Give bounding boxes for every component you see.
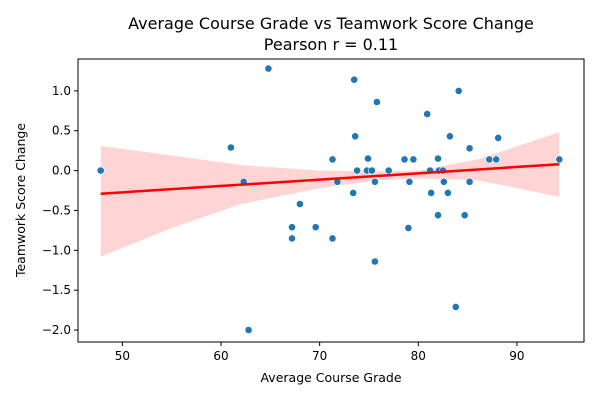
data-point [434,154,442,163]
x-tick-label: 80 [411,349,426,363]
data-point [465,177,474,186]
plot-area [96,64,564,334]
data-point [439,177,448,186]
data-point [404,224,413,232]
data-point [370,257,379,266]
chart-subtitle: Pearson r = 0.11 [264,35,398,54]
data-point [427,188,435,197]
data-point [423,110,432,118]
data-point [364,154,372,163]
data-point [454,87,463,95]
data-point [288,223,296,232]
data-point [445,132,454,141]
data-point [328,234,337,243]
data-point [350,75,359,84]
y-axis-label: Teamwork Score Change [13,123,28,278]
data-point [295,200,304,208]
data-point [349,188,358,197]
confidence-band [100,132,560,257]
data-point [492,155,501,164]
chart-title: Average Course Grade vs Teamwork Score C… [128,14,534,33]
data-point [372,98,381,106]
x-tick-label: 60 [213,349,228,363]
data-point [370,177,379,186]
axes: 50 60 70 80 90 −2.0 −1.5 −1.0 −0.5 0.0 0.5 1.0 [42,84,525,363]
data-point [244,326,253,334]
data-point [367,166,376,175]
x-tick-label: 90 [509,349,524,363]
data-point [434,211,442,220]
data-point [226,143,235,152]
data-point [460,211,469,220]
x-axis-label: Average Course Grade [260,370,401,385]
data-point [288,234,296,243]
data-point [405,177,414,186]
y-tick-label: −0.5 [42,203,71,217]
y-tick-label: −1.0 [42,243,71,257]
data-point [351,132,360,141]
data-point [451,302,460,311]
data-point [485,155,494,164]
x-tick-label: 70 [312,349,327,363]
y-tick-label: 0.5 [52,124,71,138]
y-tick-label: −2.0 [42,323,71,337]
data-point [465,144,474,153]
data-point [494,133,503,142]
data-point [409,155,418,164]
data-point [96,166,105,175]
data-point [384,166,393,175]
y-tick-label: 1.0 [52,84,71,98]
data-point [555,155,564,164]
y-tick-label: 0.0 [52,164,71,178]
y-tick-label: −1.5 [42,283,71,297]
data-point [328,155,337,164]
x-tick-label: 50 [115,349,130,363]
data-point [443,188,452,197]
data-point [353,166,361,175]
data-point [264,64,273,73]
data-point [311,223,320,232]
plot-frame [77,58,585,343]
data-point [400,155,409,164]
regression-line [100,162,560,195]
